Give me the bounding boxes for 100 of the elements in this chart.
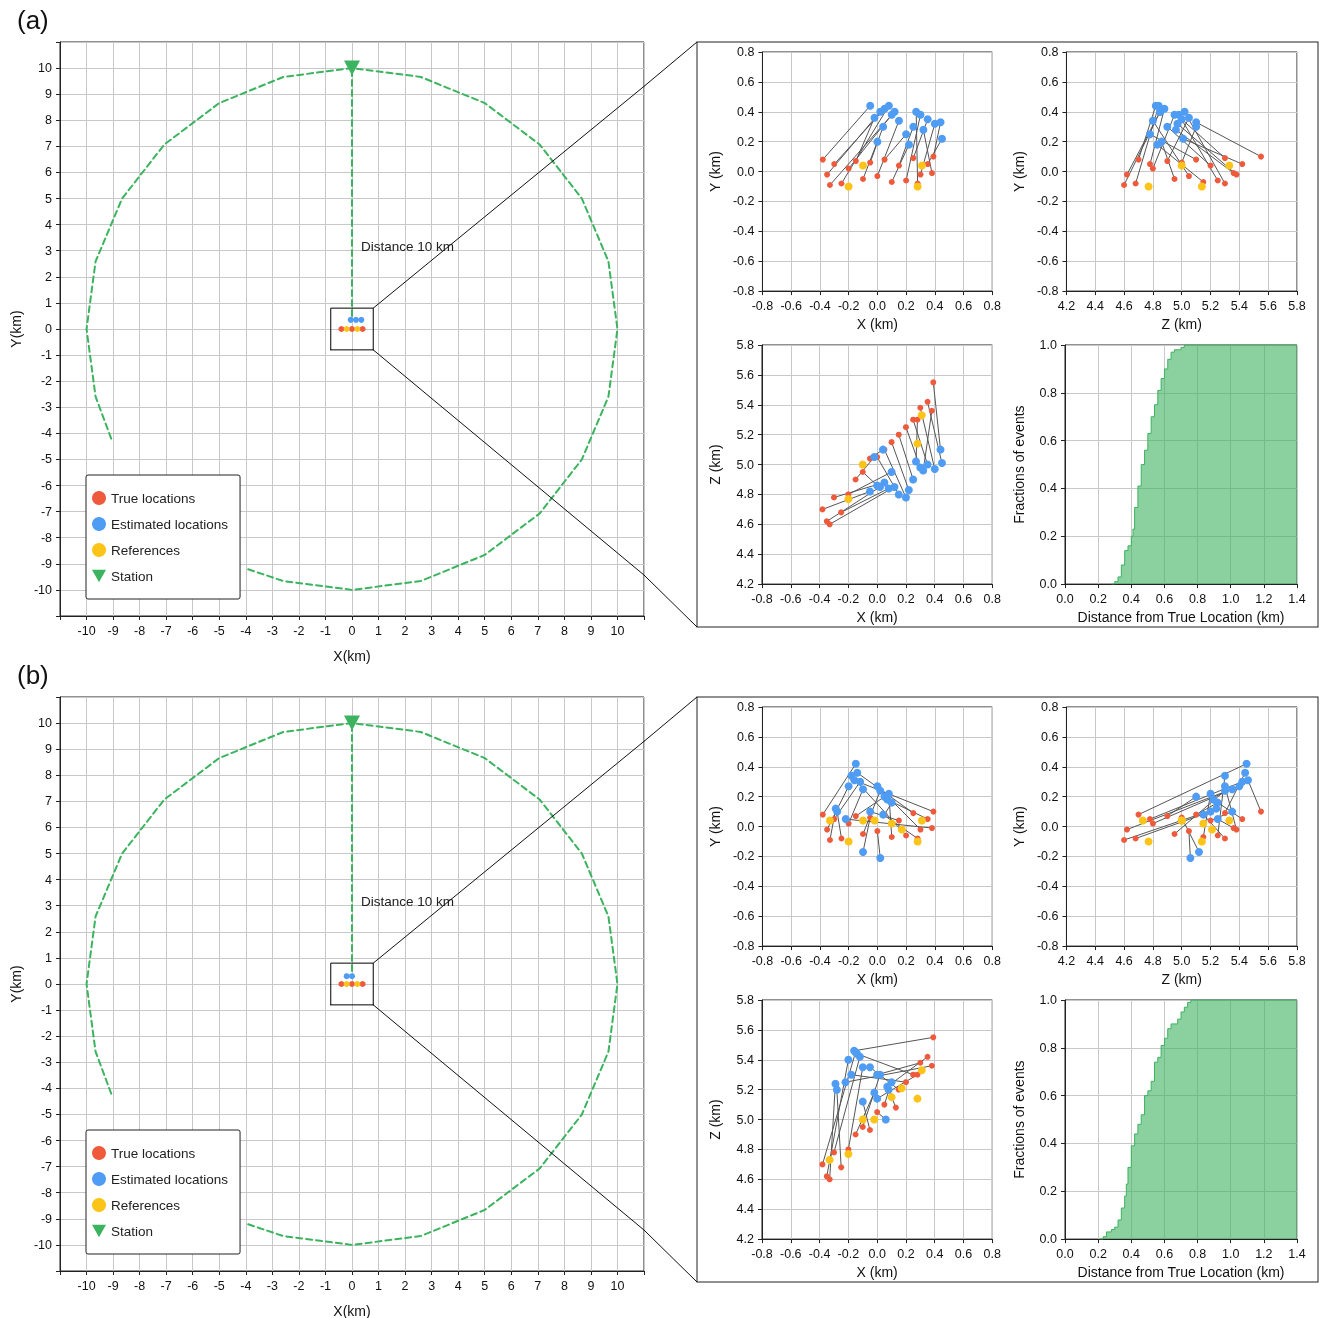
x-tick-label: -0.4 bbox=[808, 1246, 831, 1261]
x-tick-label: -0.2 bbox=[837, 591, 860, 606]
y-tick-label: -0.8 bbox=[1036, 284, 1059, 299]
y-tick-label: 0.0 bbox=[1039, 1232, 1058, 1247]
y-tick-label: -4 bbox=[40, 426, 53, 441]
x-axis-title: Z (km) bbox=[1161, 971, 1202, 987]
x-tick-label: 0.2 bbox=[897, 1246, 915, 1261]
y-tick-label: 0.2 bbox=[1041, 789, 1059, 804]
x-tick-label: -6 bbox=[187, 623, 199, 638]
y-tick-label: 9 bbox=[45, 742, 53, 757]
x-tick-label: 0.8 bbox=[983, 298, 1002, 313]
y-tick-label: 0.8 bbox=[1039, 1040, 1058, 1055]
y-tick-label: 4.4 bbox=[736, 547, 755, 562]
x-tick-label: -0.8 bbox=[751, 1246, 773, 1261]
y-tick-label: 0.0 bbox=[737, 164, 755, 179]
x-tick-label: -8 bbox=[134, 623, 146, 638]
y-tick-label: 0.4 bbox=[1041, 104, 1059, 119]
x-tick-label: 4.8 bbox=[1144, 298, 1162, 313]
y-tick-label: 0.4 bbox=[1041, 759, 1059, 774]
x-tick-label: 0.6 bbox=[1155, 591, 1174, 606]
x-tick-label: -4 bbox=[240, 623, 252, 638]
x-tick-label: 0.8 bbox=[983, 591, 1002, 606]
y-tick-label: -5 bbox=[40, 452, 53, 467]
x-tick-label: -10 bbox=[77, 623, 96, 638]
x-axis-title: X(km) bbox=[333, 648, 371, 664]
y-tick-label: -0.6 bbox=[732, 254, 755, 269]
x-tick-label: -1 bbox=[319, 623, 332, 638]
y-tick-label: 2 bbox=[45, 269, 53, 284]
x-tick-label: 0.2 bbox=[897, 953, 915, 968]
x-tick-label: -0.6 bbox=[780, 953, 802, 968]
x-tick-label: 5.4 bbox=[1230, 298, 1249, 313]
x-tick-label: 0.8 bbox=[1188, 591, 1207, 606]
y-tick-label: 0.6 bbox=[1039, 433, 1058, 448]
x-tick-label: 4.6 bbox=[1115, 298, 1133, 313]
x-axis-title: X (km) bbox=[856, 609, 898, 625]
y-tick-label: 0.4 bbox=[1039, 481, 1058, 496]
x-tick-label: 5.0 bbox=[1173, 953, 1191, 968]
x-tick-label: 0.0 bbox=[868, 953, 887, 968]
x-tick-label: 1.2 bbox=[1255, 591, 1273, 606]
x-tick-label: 5.2 bbox=[1201, 298, 1220, 313]
x-tick-label: -0.2 bbox=[837, 298, 860, 313]
y-tick-label: 0.2 bbox=[737, 134, 755, 149]
y-axis-title: Y(km) bbox=[8, 310, 25, 348]
x-tick-label: -7 bbox=[160, 623, 172, 638]
x-tick-label: -10 bbox=[77, 1278, 96, 1293]
y-tick-label: 4 bbox=[45, 217, 53, 232]
y-tick-label: -1 bbox=[40, 1003, 53, 1018]
y-tick-label: 8 bbox=[45, 113, 53, 128]
y-tick-label: -0.6 bbox=[732, 909, 755, 924]
x-tick-label: 5.6 bbox=[1259, 298, 1277, 313]
x-tick-label: 0.2 bbox=[1089, 1246, 1107, 1261]
x-tick-label: 0.6 bbox=[954, 953, 973, 968]
x-tick-label: 0.4 bbox=[926, 1246, 944, 1261]
x-tick-label: 0.4 bbox=[1122, 1246, 1141, 1261]
x-tick-label: 5.8 bbox=[1288, 953, 1306, 968]
x-axis-title: Distance from True Location (km) bbox=[1077, 609, 1285, 625]
legend-label: Station bbox=[111, 1223, 154, 1239]
y-tick-label: -4 bbox=[40, 1081, 53, 1096]
y-tick-label: 5.0 bbox=[736, 457, 755, 472]
x-tick-label: -2 bbox=[293, 1278, 305, 1293]
x-tick-label: 0.4 bbox=[926, 591, 944, 606]
y-tick-label: -0.2 bbox=[732, 194, 755, 209]
x-tick-label: 0.4 bbox=[926, 953, 944, 968]
x-tick-label: 0.8 bbox=[1188, 1246, 1207, 1261]
x-axis-title: Distance from True Location (km) bbox=[1077, 1264, 1285, 1280]
y-tick-label: -9 bbox=[40, 1211, 53, 1226]
x-tick-label: 0.2 bbox=[897, 298, 915, 313]
x-tick-label: 0 bbox=[348, 1278, 356, 1293]
y-tick-label: 5.4 bbox=[736, 397, 755, 412]
y-tick-label: 0 bbox=[45, 977, 53, 991]
x-tick-label: 4.2 bbox=[1057, 298, 1076, 313]
x-tick-label: 1.4 bbox=[1288, 1246, 1306, 1261]
y-tick-label: 5.2 bbox=[736, 427, 755, 442]
x-tick-label: 0.2 bbox=[897, 591, 915, 606]
legend-label: Estimated locations bbox=[111, 516, 229, 532]
y-tick-label: -8 bbox=[40, 530, 53, 545]
y-tick-label: 0.6 bbox=[1041, 74, 1059, 89]
y-tick-label: 5.2 bbox=[736, 1082, 755, 1097]
y-tick-label: 7 bbox=[45, 794, 53, 809]
legend-label: Station bbox=[111, 568, 154, 584]
x-tick-label: 3 bbox=[428, 623, 436, 638]
y-tick-label: 0.0 bbox=[737, 819, 755, 834]
x-tick-label: 4.8 bbox=[1144, 953, 1162, 968]
x-tick-label: 10 bbox=[610, 1278, 625, 1293]
x-tick-label: 0.4 bbox=[926, 298, 944, 313]
y-tick-label: 2 bbox=[45, 924, 53, 939]
x-tick-label: 8 bbox=[560, 1278, 568, 1293]
y-tick-label: -7 bbox=[40, 1159, 53, 1174]
x-tick-label: 0.6 bbox=[954, 298, 973, 313]
x-axis-title: Z (km) bbox=[1161, 316, 1202, 332]
x-tick-label: 0.0 bbox=[868, 298, 887, 313]
x-tick-label: 7 bbox=[534, 1278, 542, 1293]
y-axis-title: Z (km) bbox=[707, 444, 723, 485]
y-tick-label: -6 bbox=[40, 1133, 53, 1148]
legend-label: References bbox=[111, 1197, 181, 1213]
x-tick-label: 5.0 bbox=[1173, 298, 1191, 313]
y-tick-label: 5.6 bbox=[736, 367, 755, 382]
y-tick-label: -0.4 bbox=[1036, 879, 1059, 894]
x-axis-title: X (km) bbox=[856, 1264, 898, 1280]
y-tick-label: 4.6 bbox=[736, 517, 755, 532]
